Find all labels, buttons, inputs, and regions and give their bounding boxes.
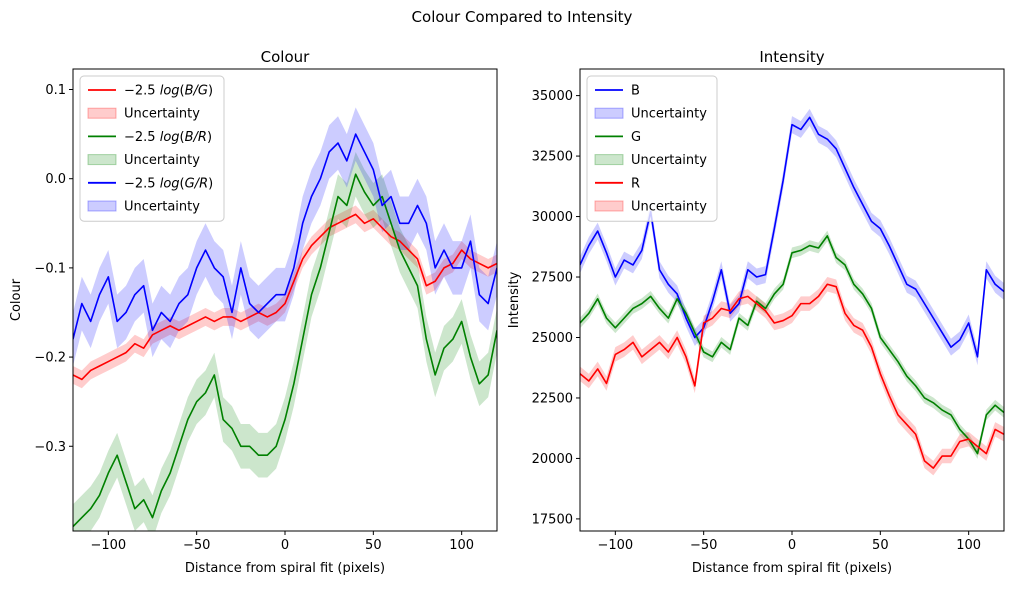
- y-tick-label: 30000: [532, 210, 573, 225]
- y-tick-label: 0.0: [45, 172, 66, 187]
- x-tick-label: 50: [872, 538, 889, 553]
- y-tick-label: 25000: [532, 331, 573, 346]
- figure-suptitle: Colour Compared to Intensity: [412, 8, 633, 26]
- legend-label: G: [631, 130, 641, 145]
- x-tick-label: −100: [90, 538, 126, 553]
- y-tick-label: 0.1: [45, 83, 66, 98]
- legend-label: R: [631, 176, 640, 191]
- legend-label: Uncertainty: [124, 107, 200, 122]
- legend-label: B: [631, 84, 640, 99]
- y-tick-label: 27500: [532, 271, 573, 286]
- legend-band-swatch: [87, 107, 117, 119]
- x-tick-label: −100: [597, 538, 633, 553]
- y-tick-label: 32500: [532, 150, 573, 165]
- legend: −2.5 log(B/G) Uncertainty −2.5 log(B/R) Unc…: [79, 75, 225, 222]
- colour-panel: −100 −50 0 50 100 0.1 0.0 −0.1 −0.2 −0.3 Colour Dis…: [9, 48, 498, 576]
- legend-label: −2.5 log(B/G): [124, 84, 213, 99]
- legend-band-swatch: [594, 107, 624, 119]
- x-tick-label: 0: [788, 538, 796, 553]
- legend-label: −2.5 log(B/R): [124, 130, 212, 145]
- axes-title: Intensity: [759, 48, 824, 66]
- y-axis-label: Intensity: [507, 271, 522, 328]
- x-tick-label: 50: [365, 538, 382, 553]
- axes-title: Colour: [261, 48, 311, 66]
- legend-label: Uncertainty: [631, 200, 707, 215]
- legend-label: Uncertainty: [124, 200, 200, 215]
- legend-label: Uncertainty: [631, 153, 707, 168]
- uncertainty-band-b: [580, 108, 1004, 366]
- legend-label: Uncertainty: [124, 153, 200, 168]
- uncertainty-band-g: [580, 230, 1004, 459]
- legend: B Uncertainty G Uncertainty R Uncertainty: [586, 75, 718, 222]
- uncertainty-band-g-r: [73, 107, 497, 366]
- uncertainty-band-b-r: [73, 151, 497, 531]
- x-tick-label: −50: [690, 538, 717, 553]
- uncertainty-band-b-g: [73, 205, 497, 389]
- x-axis-label: Distance from spiral fit (pixels): [692, 561, 892, 576]
- y-tick-label: 20000: [532, 452, 573, 467]
- y-tick-label: 35000: [532, 89, 573, 104]
- x-axis-label: Distance from spiral fit (pixels): [185, 561, 385, 576]
- plot-area: [73, 107, 497, 531]
- y-tick-label: 22500: [532, 391, 573, 406]
- series-line-g: [580, 235, 1004, 455]
- series-line-g-r: [73, 133, 497, 340]
- y-tick-label: −0.1: [34, 261, 66, 276]
- uncertainty-band-r: [580, 277, 1004, 476]
- legend-box: [586, 75, 718, 222]
- legend-box: [79, 75, 225, 222]
- legend-band-swatch: [594, 154, 624, 166]
- y-axis-label: Colour: [9, 278, 24, 321]
- legend-band-swatch: [87, 154, 117, 166]
- x-tick-label: 100: [956, 538, 981, 553]
- series-line-b-r: [73, 173, 497, 528]
- y-tick-label: −0.2: [34, 351, 66, 366]
- legend-band-swatch: [87, 200, 117, 212]
- y-tick-label: −0.3: [34, 440, 66, 455]
- legend-label: Uncertainty: [631, 107, 707, 122]
- series-line-b-g: [73, 213, 497, 381]
- legend-label: −2.5 log(G/R): [124, 176, 213, 191]
- series-line-r: [580, 283, 1004, 469]
- x-tick-label: 100: [449, 538, 474, 553]
- legend-band-swatch: [594, 200, 624, 212]
- y-tick-label: 17500: [532, 512, 573, 527]
- intensity-panel: −100 −50 0 50 100 17500 20000 22500 25000 27500 30…: [507, 48, 1005, 576]
- x-tick-label: 0: [281, 538, 289, 553]
- x-tick-label: −50: [183, 538, 210, 553]
